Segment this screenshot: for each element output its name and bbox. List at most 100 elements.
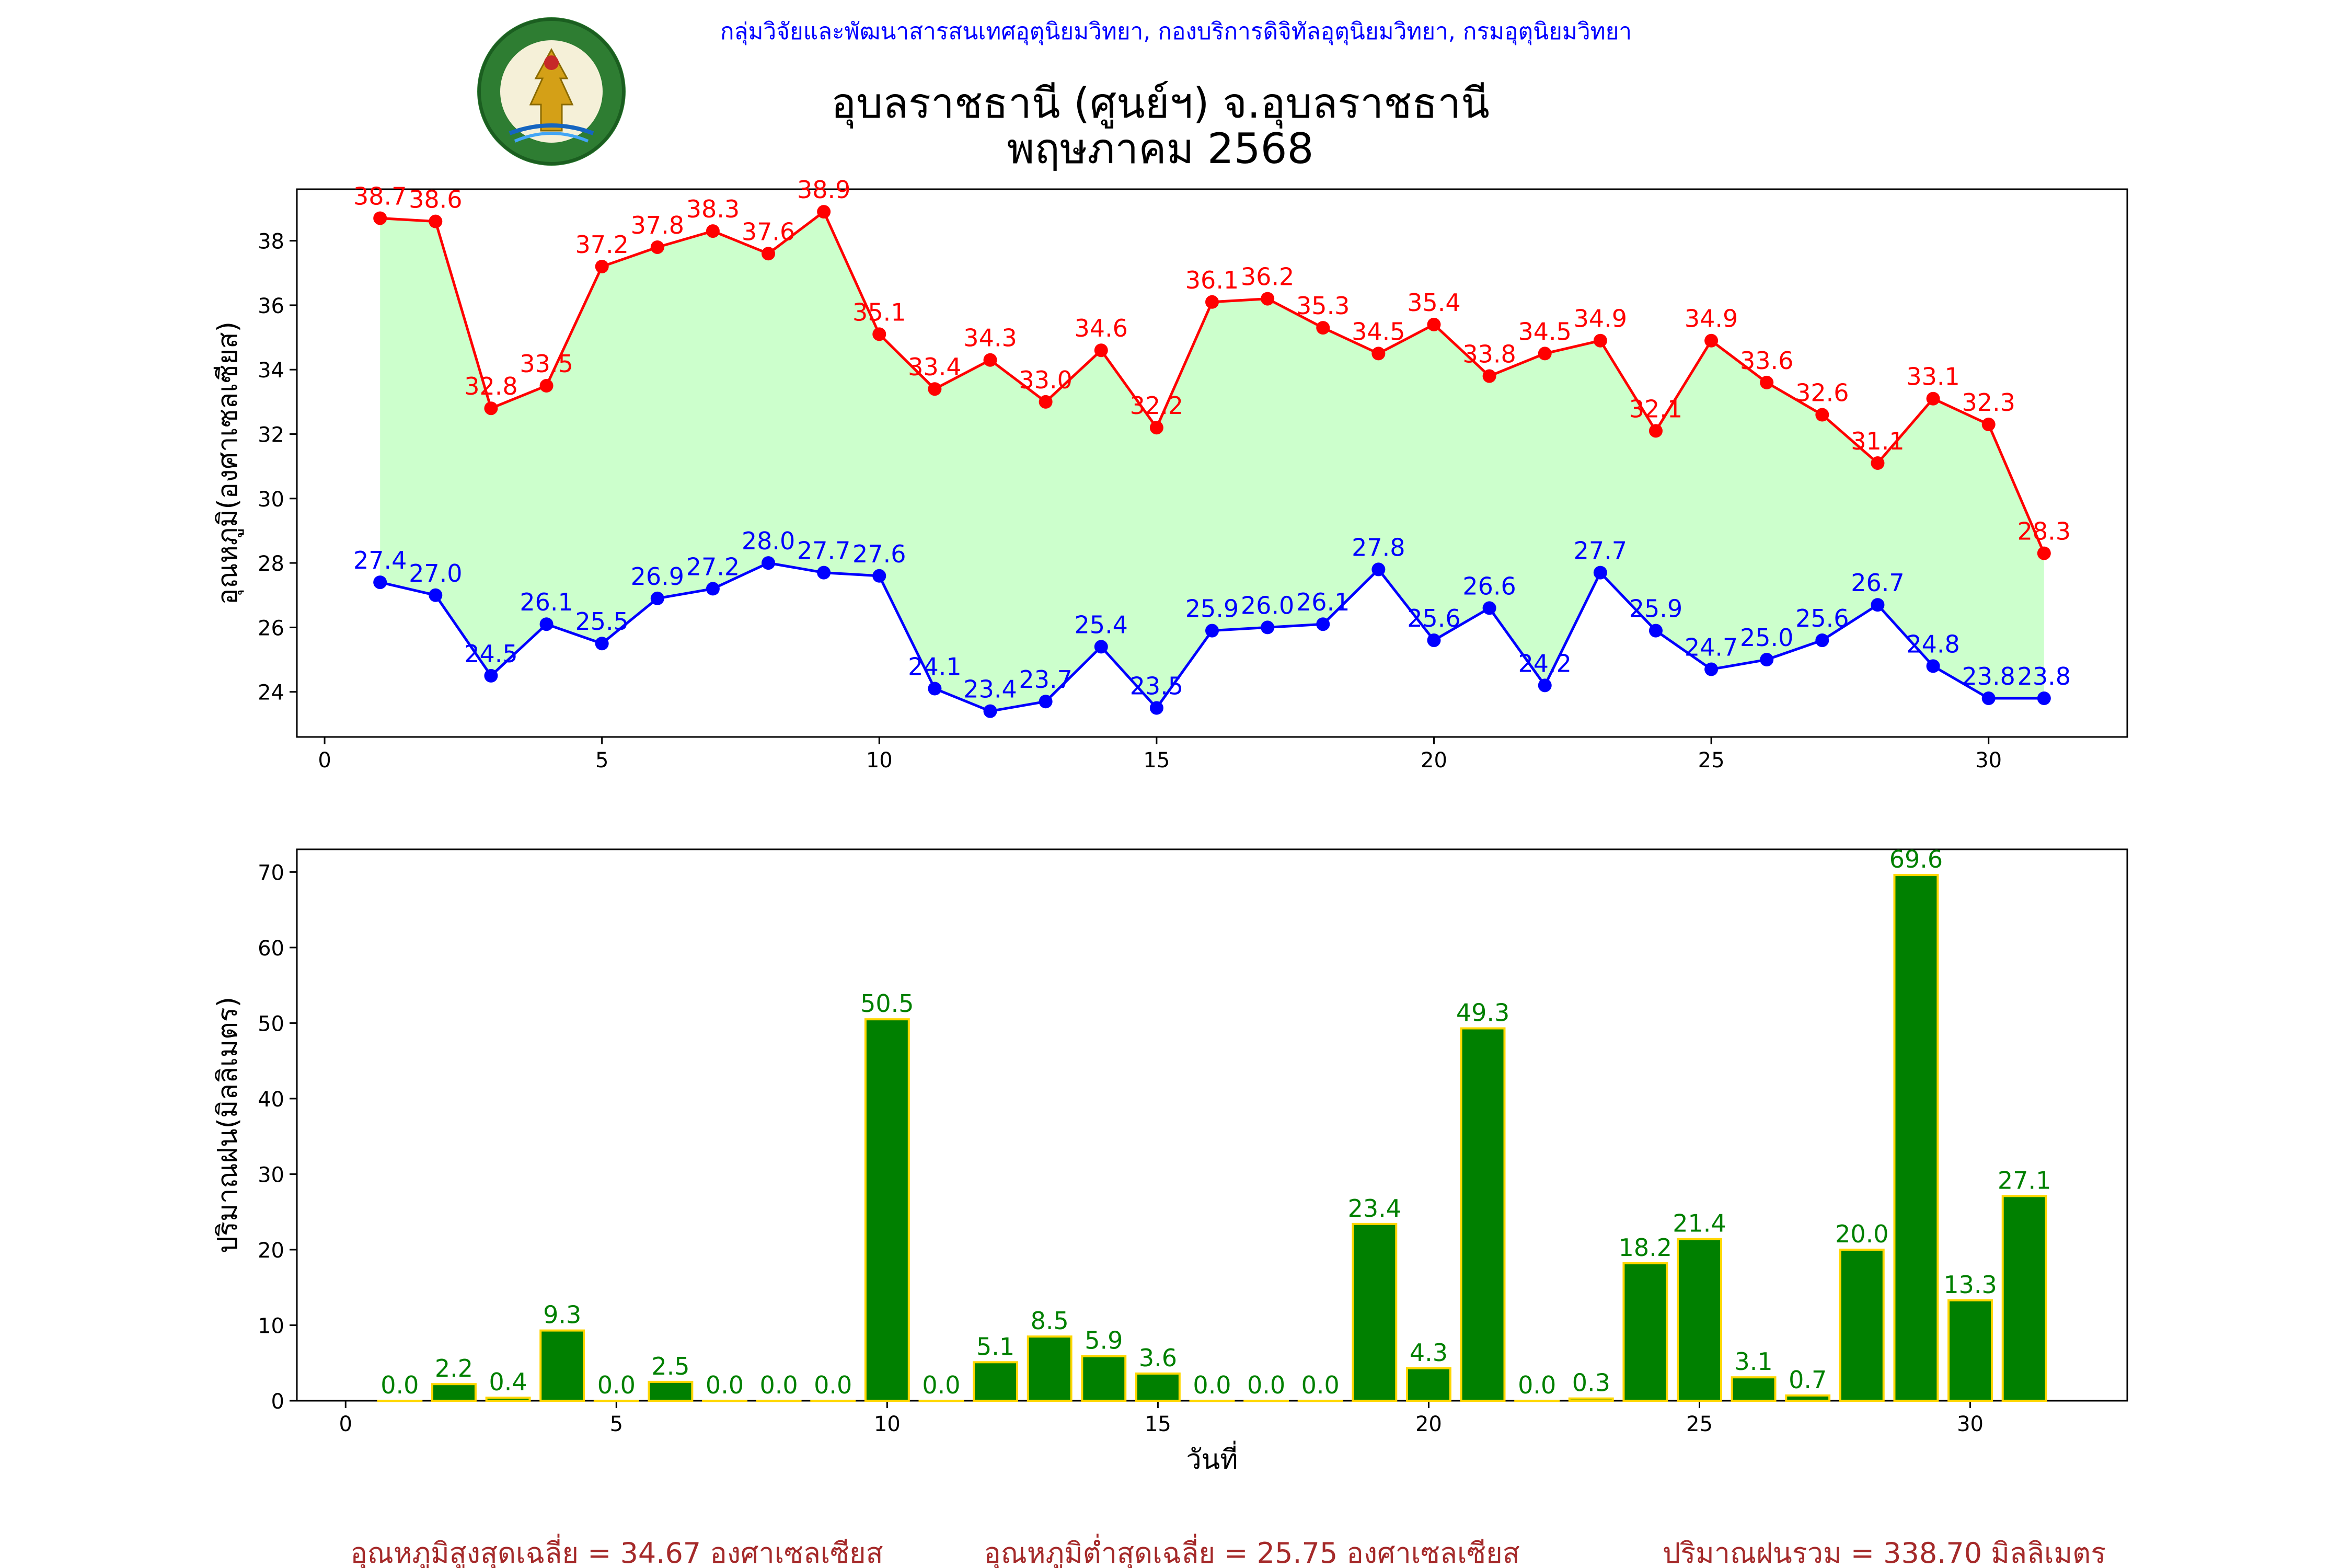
rain-bar [1622, 1262, 1668, 1402]
max-temp-point [373, 211, 387, 225]
rain-data-label: 0.3 [1572, 1369, 1610, 1397]
max-temp-data-label: 38.6 [409, 186, 462, 214]
min-temp-data-label: 25.9 [1185, 595, 1239, 623]
min-temp-point [1981, 691, 1996, 706]
max-temp-point [1981, 418, 1996, 432]
rain-bar [973, 1361, 1019, 1402]
min-temp-data-label: 23.7 [1019, 665, 1072, 694]
max-temp-data-label: 37.8 [631, 211, 684, 239]
temp-y-tick-label: 34 [258, 359, 284, 383]
rain-y-tick-label: 70 [258, 861, 284, 885]
max-temp-point [539, 379, 554, 393]
rain-data-label: 3.6 [1139, 1344, 1177, 1372]
min-temp-data-label: 25.4 [1075, 610, 1128, 639]
summary-avg-max: อุณหภูมิสูงสุดเฉลี่ย = 34.67 องศาเซลเซีย… [350, 1534, 883, 1568]
rain-bar [1460, 1027, 1506, 1402]
temp-y-tick-label: 26 [258, 616, 284, 640]
rain-data-label: 49.3 [1456, 999, 1509, 1027]
max-temp-point [1593, 333, 1607, 348]
min-temp-data-label: 24.1 [908, 653, 961, 681]
rain-data-label: 5.1 [976, 1332, 1014, 1361]
min-temp-point [1815, 633, 1829, 648]
rain-data-label: 5.9 [1085, 1327, 1123, 1355]
rain-data-label: 18.2 [1619, 1233, 1672, 1262]
max-temp-point [1205, 295, 1219, 309]
max-temp-point [1815, 408, 1829, 422]
min-temp-data-label: 27.7 [797, 537, 850, 565]
min-temp-point [1205, 624, 1219, 638]
min-temp-data-label: 27.2 [686, 552, 740, 581]
max-temp-point [983, 353, 997, 367]
min-temp-data-label: 28.0 [742, 527, 795, 555]
max-temp-data-label: 35.1 [852, 298, 906, 326]
min-temp-point [595, 637, 609, 651]
max-temp-data-label: 37.2 [575, 230, 628, 259]
temp-y-tick-label: 38 [258, 230, 284, 254]
max-temp-data-label: 32.8 [464, 372, 517, 400]
rain-data-label: 27.1 [1998, 1166, 2051, 1194]
rain-bar [1731, 1376, 1777, 1402]
min-temp-data-label: 24.8 [1906, 630, 1959, 658]
max-temp-data-label: 34.5 [1518, 317, 1572, 345]
rain-data-label: 20.0 [1835, 1220, 1888, 1248]
rain-x-tick-label: 10 [874, 1412, 901, 1436]
min-temp-data-label: 25.6 [1795, 604, 1849, 632]
max-temp-data-label: 33.5 [520, 350, 573, 378]
rain-bar [1081, 1355, 1127, 1402]
min-temp-point [706, 582, 720, 596]
rain-bar [1405, 1367, 1451, 1402]
max-temp-point [2037, 546, 2051, 560]
min-temp-data-label: 25.9 [1629, 595, 1682, 623]
max-temp-point [650, 240, 664, 254]
max-temp-data-label: 36.2 [1241, 263, 1294, 291]
min-temp-data-label: 24.2 [1518, 649, 1572, 677]
min-temp-data-label: 23.8 [2017, 662, 2071, 690]
min-temp-data-label: 24.7 [1685, 633, 1738, 662]
max-temp-data-label: 38.3 [686, 195, 740, 223]
met-department-logo [477, 17, 626, 166]
rain-x-tick-label: 15 [1145, 1412, 1171, 1436]
min-temp-point [484, 668, 498, 683]
min-temp-point [1039, 695, 1053, 709]
min-temp-point [762, 556, 776, 570]
rain-y-tick-label: 60 [258, 937, 284, 961]
min-temp-data-label: 27.4 [353, 546, 407, 574]
rain-x-tick-label: 5 [610, 1412, 623, 1436]
min-temp-point [1593, 566, 1607, 580]
min-temp-data-label: 26.9 [631, 562, 684, 591]
min-temp-data-label: 26.6 [1462, 572, 1516, 600]
min-temp-point [872, 569, 886, 583]
water-wave-icon [509, 123, 594, 135]
rain-x-tick-label: 20 [1415, 1412, 1442, 1436]
rain-bar [1568, 1397, 1614, 1402]
rain-data-label: 2.2 [435, 1354, 473, 1382]
min-temp-data-label: 26.7 [1851, 569, 1904, 597]
rain-bar [1677, 1238, 1722, 1402]
temp-x-tick-label: 20 [1421, 748, 1447, 773]
rain-data-label: 0.7 [1789, 1366, 1827, 1394]
rain-data-label: 0.0 [1301, 1371, 1340, 1399]
rain-data-label: 8.5 [1031, 1307, 1069, 1335]
max-temp-data-label: 34.3 [963, 324, 1017, 352]
max-temp-data-label: 34.5 [1352, 317, 1405, 345]
rain-bar [864, 1018, 910, 1402]
max-temp-data-label: 33.6 [1740, 347, 1793, 375]
min-temp-data-label: 27.7 [1574, 537, 1627, 565]
max-temp-point [1427, 317, 1441, 331]
rain-data-label: 13.3 [1943, 1271, 1997, 1299]
rain-data-label: 0.0 [1247, 1371, 1285, 1399]
rain-bar [2001, 1195, 2047, 1402]
max-temp-data-label: 33.0 [1019, 366, 1072, 394]
min-temp-point [1926, 659, 1940, 673]
rain-bar [1893, 874, 1939, 1402]
max-temp-data-label: 34.9 [1685, 305, 1738, 333]
rain-data-label: 0.0 [922, 1371, 960, 1399]
rain-bar [485, 1397, 531, 1402]
rain-x-axis-label: วันที่ [1186, 1440, 1238, 1475]
rain-data-label: 9.3 [543, 1301, 581, 1329]
min-temp-data-label: 27.0 [409, 559, 462, 587]
min-temp-point [429, 588, 443, 602]
min-temp-point [373, 575, 387, 590]
max-temp-point [872, 327, 886, 341]
